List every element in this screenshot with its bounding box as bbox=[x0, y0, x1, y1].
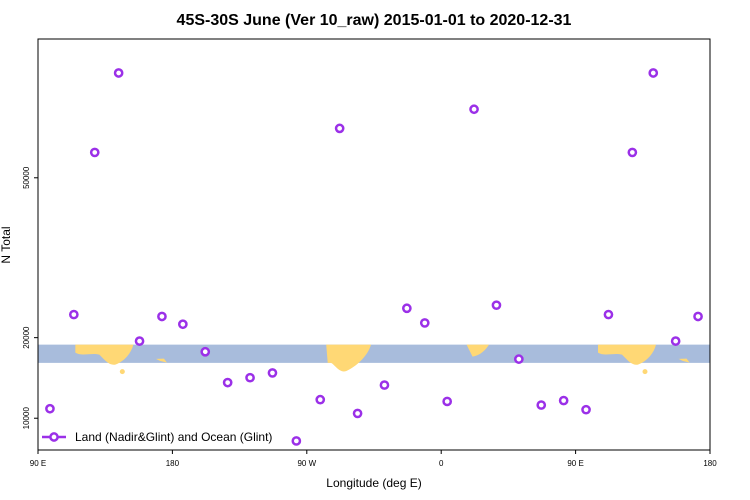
data-point bbox=[379, 380, 390, 390]
y-tick-label: 50000 bbox=[22, 166, 31, 189]
south-america-shape bbox=[326, 344, 372, 372]
x-tick-label: 90 E bbox=[567, 459, 583, 468]
data-point bbox=[267, 368, 278, 378]
x-tick-label: 90 W bbox=[297, 459, 316, 468]
new-zealand-shape bbox=[678, 358, 690, 363]
data-point bbox=[178, 319, 188, 330]
data-point bbox=[222, 377, 233, 388]
data-point bbox=[200, 346, 211, 357]
data-point bbox=[442, 396, 453, 407]
data-point bbox=[245, 372, 255, 383]
data-point bbox=[334, 123, 345, 134]
plot-frame bbox=[37, 38, 711, 451]
x-tick-label: 180 bbox=[166, 459, 180, 468]
data-point bbox=[89, 147, 100, 158]
x-tick-label: 180 bbox=[703, 459, 717, 468]
data-point bbox=[581, 404, 591, 415]
data-point bbox=[45, 403, 55, 414]
data-point bbox=[491, 300, 502, 311]
tasmania-shape bbox=[119, 369, 125, 375]
y-axis-label: N Total bbox=[0, 226, 13, 263]
tasmania-shape bbox=[642, 369, 648, 375]
x-tick-label: 90 E bbox=[30, 459, 46, 468]
legend-marker bbox=[49, 432, 59, 442]
data-points bbox=[45, 68, 703, 446]
data-point bbox=[536, 400, 547, 410]
data-point bbox=[648, 68, 659, 78]
data-point bbox=[670, 336, 681, 346]
chart-title: 45S-30S June (Ver 10_raw) 2015-01-01 to … bbox=[177, 12, 572, 29]
data-point bbox=[157, 311, 167, 322]
data-point bbox=[469, 104, 479, 115]
legend-label: Land (Nadir&Glint) and Ocean (Glint) bbox=[75, 430, 272, 444]
data-point bbox=[134, 336, 145, 346]
legend: Land (Nadir&Glint) and Ocean (Glint) bbox=[42, 430, 272, 444]
data-point bbox=[693, 311, 703, 322]
x-tick-label: 0 bbox=[439, 459, 444, 468]
y-axis: 10000 20000 50000 bbox=[22, 166, 38, 429]
data-point bbox=[603, 309, 614, 320]
y-tick-label: 20000 bbox=[22, 326, 31, 349]
data-point bbox=[558, 395, 569, 406]
x-axis: 90 E 180 90 W 0 90 E 180 bbox=[30, 450, 717, 468]
data-point bbox=[291, 436, 302, 446]
new-zealand-shape bbox=[155, 358, 167, 363]
world-map-band bbox=[38, 344, 710, 375]
australia-shape bbox=[598, 344, 656, 365]
x-axis-label: Longitude (deg E) bbox=[326, 476, 421, 490]
data-point bbox=[402, 303, 412, 314]
data-point bbox=[419, 318, 430, 328]
data-point bbox=[113, 68, 124, 78]
data-point bbox=[315, 394, 326, 405]
data-point bbox=[627, 147, 638, 158]
data-point bbox=[352, 408, 363, 419]
data-point bbox=[514, 354, 524, 364]
y-tick-label: 10000 bbox=[22, 407, 31, 430]
australia-shape bbox=[75, 344, 134, 365]
data-point bbox=[68, 309, 79, 320]
southern-africa-shape bbox=[466, 344, 489, 357]
